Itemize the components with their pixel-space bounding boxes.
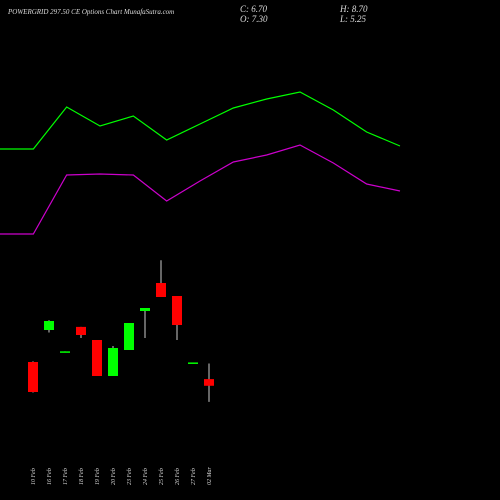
chart-title: POWERGRID 297.50 CE Options Chart Munafa… bbox=[7, 8, 174, 16]
candle-body bbox=[188, 362, 198, 364]
x-tick-label: 19 Feb bbox=[95, 468, 101, 485]
candle-body bbox=[44, 321, 54, 330]
x-tick-label: 25 Feb bbox=[159, 468, 165, 485]
candle-body bbox=[204, 379, 214, 386]
x-tick-label: 02 Mar bbox=[207, 467, 213, 485]
x-tick-label: 26 Feb bbox=[175, 468, 181, 485]
candle-body bbox=[92, 340, 102, 376]
candle-body bbox=[108, 348, 118, 376]
x-tick-label: 24 Feb bbox=[142, 468, 149, 485]
candle-body bbox=[172, 296, 182, 325]
candle-body bbox=[156, 283, 166, 297]
x-tick-label: 10 Feb bbox=[31, 468, 37, 485]
header-high: H: 8.70 bbox=[339, 4, 368, 14]
x-tick-label: 18 Feb bbox=[79, 468, 85, 485]
candle-body bbox=[124, 323, 134, 350]
x-tick-label: 20 Feb bbox=[111, 468, 117, 485]
x-tick-label: 23 Feb bbox=[127, 468, 133, 485]
header-open: O: 7.30 bbox=[240, 14, 268, 24]
x-tick-label: 27 Feb bbox=[191, 468, 197, 485]
indicator-line bbox=[0, 144, 401, 235]
candle-body bbox=[140, 308, 150, 311]
header-close: C: 6.70 bbox=[240, 4, 268, 14]
candle-body bbox=[76, 326, 86, 335]
header-low: L: 5.25 bbox=[339, 14, 367, 24]
candle-body bbox=[28, 362, 38, 392]
x-tick-label: 17 Feb bbox=[63, 468, 69, 485]
candle-body bbox=[60, 351, 70, 353]
x-tick-label: 16 Feb bbox=[47, 468, 53, 485]
indicator-line bbox=[0, 91, 401, 150]
